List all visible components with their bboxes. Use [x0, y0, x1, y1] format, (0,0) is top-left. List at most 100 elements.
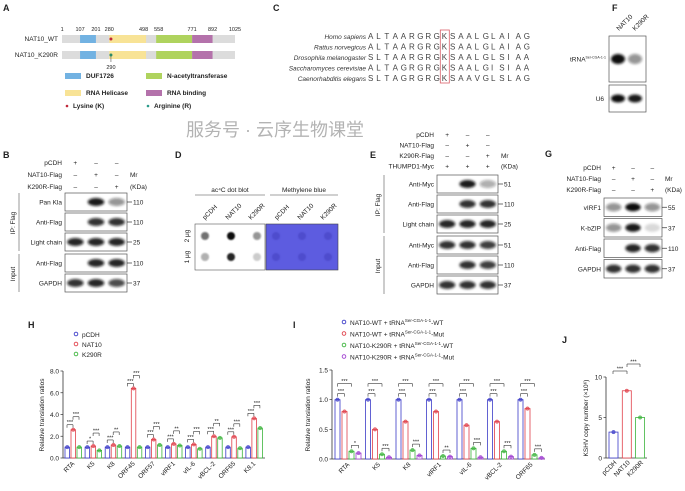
position-label: 771: [188, 27, 197, 33]
condition-sign: –: [115, 172, 119, 179]
residue: A: [466, 64, 472, 73]
data-point: [197, 446, 202, 451]
residue: A: [524, 64, 530, 73]
condition-label: K290R-Flag: [27, 184, 62, 191]
group-label: Input: [10, 267, 17, 282]
data-point: [137, 445, 142, 450]
band: [108, 259, 125, 267]
legend-label: N-acetyltransferase: [167, 73, 228, 80]
stain-dot: [298, 232, 306, 240]
legend-suffix: -WT: [431, 320, 443, 327]
blot-label: Anti-Myc: [409, 182, 435, 189]
bar: [621, 390, 632, 459]
lane-label: NAT10: [615, 13, 634, 32]
data-point: [624, 388, 629, 393]
domain-block: [192, 35, 213, 43]
panel-h: H 0.0 2.0 4.0 6.0 8.0 Relative translation rat…: [28, 320, 265, 481]
bar: [517, 399, 524, 460]
legend-label: K290R: [82, 352, 102, 359]
residue: A: [393, 53, 399, 62]
residue: A: [516, 32, 522, 41]
legend-label: NAT10-WT + tRNASer-CGA-1-1-Mut: [350, 330, 444, 339]
residue: A: [466, 43, 472, 52]
band: [611, 54, 625, 64]
kda-label: (KDa): [501, 164, 518, 171]
legend-marker: [73, 351, 79, 357]
condition-sign: –: [94, 184, 98, 191]
residue: G: [417, 43, 423, 52]
stain-dot: [272, 232, 280, 240]
residue: I: [491, 64, 493, 73]
ac4c-dot: [253, 253, 261, 261]
lysine-marker: [109, 37, 113, 41]
position-label: 1: [61, 27, 64, 33]
condition-sign: –: [74, 184, 78, 191]
band: [67, 279, 84, 287]
group-label: IP: Flag: [375, 193, 382, 216]
data-point: [65, 445, 70, 450]
data-point: [238, 446, 243, 451]
legend-label: NAT10-WT + tRNASer-CGA-1-1-WT: [350, 318, 443, 327]
residue: A: [499, 32, 505, 41]
residue: L: [491, 43, 496, 52]
bar: [426, 399, 432, 460]
bar: [70, 429, 76, 459]
y-tick-label: 0: [598, 456, 602, 463]
residue: A: [393, 64, 399, 73]
x-tick-label: ORF57: [137, 460, 157, 480]
domain-block: [80, 35, 96, 43]
probe-label: U6: [596, 96, 605, 103]
marker-legend-dot: [65, 104, 69, 108]
significance-label: ***: [127, 379, 134, 385]
residue: A: [393, 43, 399, 52]
residue: A: [401, 43, 407, 52]
probe-name: tRNA: [570, 57, 586, 64]
data-point: [131, 386, 136, 391]
panel-label: J: [562, 335, 567, 345]
band: [625, 223, 641, 232]
x-tick-label: vBCL-2: [484, 461, 505, 482]
band: [628, 54, 642, 64]
blot-label: GAPDH: [411, 283, 434, 290]
x-tick-label: RTA: [338, 461, 352, 475]
data-point: [157, 442, 162, 447]
mr-label: Mr: [501, 153, 509, 160]
band: [108, 218, 125, 226]
bar: [150, 439, 157, 459]
lane-label: NAT10: [224, 202, 243, 221]
header-label: ac⁴C dot blot: [211, 187, 249, 194]
residue: T: [384, 74, 389, 83]
y-tick-label: 1.0: [319, 397, 328, 404]
blot-label: Anti-Flag: [408, 202, 434, 209]
x-tick-label: vIL-6: [458, 461, 473, 476]
legend-name: NAT10-WT + tRNA: [350, 332, 406, 339]
significance-label: *: [354, 441, 357, 447]
data-point: [105, 445, 110, 450]
site-label: 290: [106, 65, 115, 71]
protein-bar: [62, 51, 235, 59]
residue: R: [425, 43, 431, 52]
residue: L: [475, 53, 480, 62]
bar: [487, 399, 493, 460]
significance-label: ***: [535, 444, 542, 450]
residue: R: [409, 43, 415, 52]
band: [459, 200, 476, 208]
band: [87, 279, 105, 287]
panel-label: E: [370, 150, 376, 160]
construct-name: NAT10_K290R: [15, 52, 59, 59]
blot-label: GAPDH: [578, 266, 601, 273]
x-tick-label: K8: [402, 461, 413, 472]
residue: L: [376, 53, 381, 62]
bar: [433, 411, 439, 460]
x-tick-label: vBCL-2: [197, 460, 218, 481]
data-point: [165, 445, 170, 450]
significance-label: ***: [254, 401, 261, 407]
residue: S: [450, 74, 455, 83]
mw-marker: 110: [504, 202, 515, 209]
residue: G: [524, 43, 530, 52]
